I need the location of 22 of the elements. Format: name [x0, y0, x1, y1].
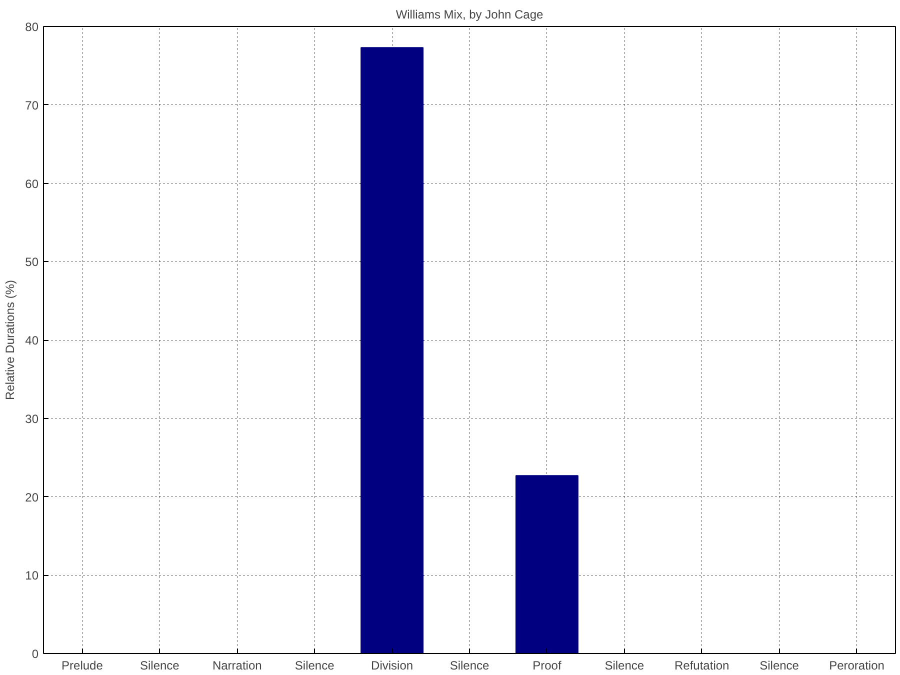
x-tick-label: Division	[371, 658, 414, 672]
x-tick-label: Silence	[604, 658, 644, 672]
y-tick-label: 70	[25, 98, 39, 112]
x-tick-label: Narration	[212, 658, 262, 672]
x-tick-label: Silence	[294, 658, 335, 672]
y-tick-label: 10	[25, 568, 39, 583]
y-tick-label: 40	[25, 334, 39, 348]
y-tick-label: 50	[25, 255, 39, 270]
y-tick-label: 30	[25, 412, 39, 426]
x-tick-label: Silence	[450, 658, 490, 672]
x-tick-label: Peroration	[829, 658, 884, 672]
y-tick-label: 80	[25, 20, 39, 34]
x-tick-label: Refutation	[674, 658, 730, 672]
y-tick-label: 60	[25, 176, 39, 191]
y-tick-label: 0	[32, 647, 39, 661]
y-axis-title: Relative Durations (%)	[3, 280, 18, 400]
chart-title: Williams Mix, by John Cage	[396, 8, 544, 22]
y-tick-label: 20	[25, 490, 39, 504]
x-tick-label: Silence	[140, 658, 180, 672]
x-tick-label: Prelude	[62, 658, 104, 672]
x-tick-label: Proof	[532, 658, 562, 672]
x-tick-label: Silence	[760, 658, 800, 672]
